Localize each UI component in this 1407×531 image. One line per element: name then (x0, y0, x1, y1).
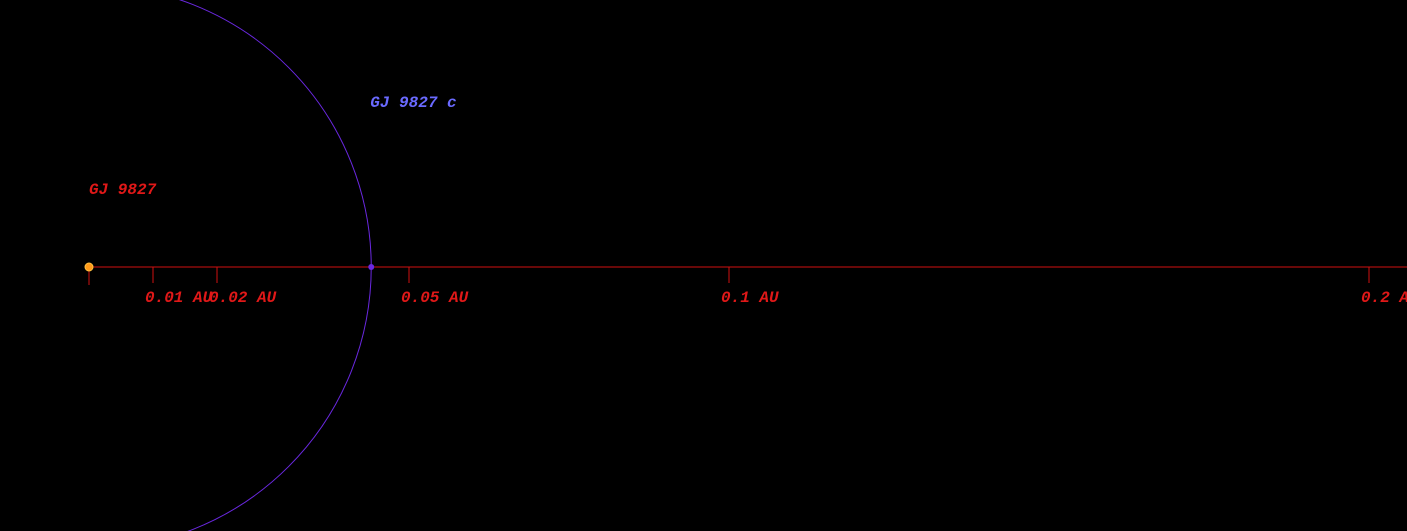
scale-tick-label: 0.05 AU (401, 289, 469, 307)
planet-label: GJ 9827 c (370, 94, 456, 112)
scale-tick-label: 0.2 AU (1361, 289, 1407, 307)
scale-tick-label: 0.1 AU (721, 289, 779, 307)
star-label: GJ 9827 (89, 181, 157, 199)
star (84, 262, 94, 272)
scale-tick-label: 0.01 AU (145, 289, 213, 307)
planet (368, 264, 375, 270)
scale-tick-label: 0.02 AU (209, 289, 277, 307)
